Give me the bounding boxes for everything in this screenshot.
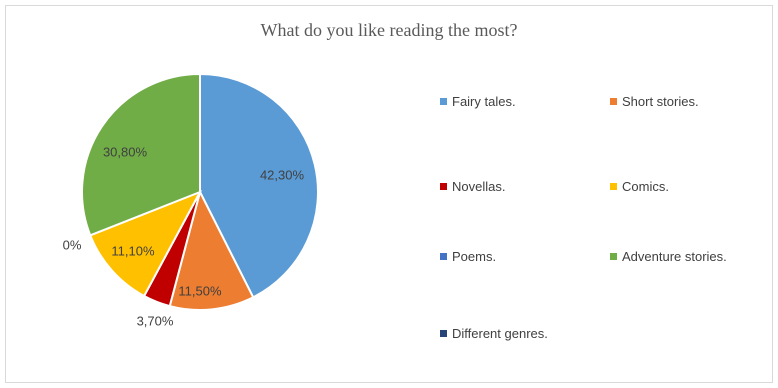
legend-swatch [610, 98, 617, 105]
legend-swatch [610, 183, 617, 190]
legend-label: Poems. [452, 249, 497, 264]
data-label-3: 3,70% [137, 313, 174, 328]
legend-label: Different genres. [452, 326, 548, 341]
data-label-2: 11,50% [178, 283, 222, 298]
legend-swatch [610, 253, 617, 260]
legend-label: Short stories. [622, 94, 699, 109]
legend-item-7: Different genres. [440, 326, 548, 341]
data-label-6: 30,80% [103, 144, 148, 159]
legend-swatch [440, 183, 447, 190]
data-label-5: 0% [63, 237, 82, 252]
legend-swatch [440, 253, 447, 260]
legend-item-3: Novellas. [440, 179, 505, 194]
legend-swatch [440, 330, 447, 337]
legend-item-4: Comics. [610, 179, 669, 194]
legend-label: Fairy tales. [452, 94, 516, 109]
chart-title: What do you like reading the most? [260, 20, 518, 40]
pie-slice-6 [81, 72, 201, 237]
legend-item-6: Adventure stories. [610, 249, 727, 264]
legend-item-1: Fairy tales. [440, 94, 516, 109]
legend-swatch [440, 98, 447, 105]
pie-slice-2 [168, 189, 255, 311]
legend-item-2: Short stories. [610, 94, 699, 109]
pie-slice-4 [88, 190, 203, 298]
pie-slice-1 [199, 72, 319, 299]
legend-label: Adventure stories. [622, 249, 727, 264]
legend: Fairy tales. Short stories. Novellas. Comic… [440, 94, 770, 354]
legend-label: Comics. [622, 179, 669, 194]
data-label-1: 42,30% [260, 167, 305, 182]
legend-label: Novellas. [452, 179, 506, 194]
data-label-4: 11,10% [111, 243, 155, 258]
legend-item-5: Poems. [440, 249, 496, 264]
